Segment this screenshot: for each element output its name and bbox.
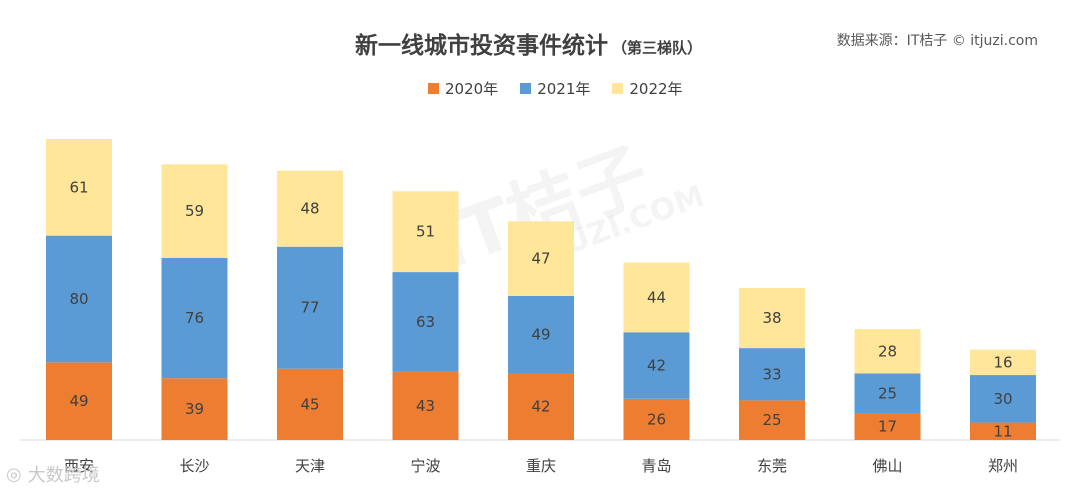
bar-2021年-佛山: [854, 373, 921, 414]
corner-watermark: ◎ 大数跨境: [6, 461, 100, 487]
bar-2020年-青岛: [623, 398, 690, 440]
bar-2020年-宁波: [392, 371, 459, 440]
data-label-2021年-青岛: 42: [647, 357, 666, 375]
data-label-2021年-东莞: 33: [762, 365, 781, 383]
bar-2020年-重庆: [508, 373, 574, 440]
data-label-2021年-西安: 80: [69, 290, 88, 308]
legend-label-2020: 2020年: [445, 80, 499, 98]
x-tick-label-重庆: 重庆: [526, 457, 556, 475]
data-label-2022年-长沙: 59: [185, 202, 204, 220]
data-label-2020年-长沙: 39: [185, 400, 204, 418]
data-label-2022年-重庆: 47: [531, 250, 550, 268]
chart-source: 数据来源：IT桔子 © itjuzi.com: [836, 33, 1038, 49]
data-label-2020年-重庆: 42: [531, 398, 550, 416]
bar-2022年-东莞: [739, 287, 805, 349]
legend-item-2022: 2022年: [612, 78, 683, 99]
bar-2020年-长沙: [161, 378, 228, 440]
bar-2021年-郑州: [970, 375, 1036, 423]
bar-2021年-西安: [46, 235, 112, 363]
legend-swatch-2021: [520, 83, 532, 94]
watermark-logo-icon: ◎: [6, 463, 22, 485]
legend-item-2021: 2021年: [520, 78, 590, 99]
data-label-2020年-东莞: 25: [762, 411, 781, 429]
watermark-text: 大数跨境: [27, 465, 100, 486]
bar-2021年-重庆: [508, 295, 574, 374]
bar-2021年-青岛: [623, 332, 690, 399]
bar-2020年-佛山: [854, 413, 921, 440]
bar-2020年-东莞: [739, 400, 805, 440]
data-label-2022年-青岛: 44: [647, 288, 666, 306]
chart-title-main: 新一线城市投资事件统计: [355, 33, 608, 59]
bar-2022年-青岛: [623, 262, 690, 333]
data-label-2020年-天津: 45: [300, 395, 319, 413]
bar-2022年-郑州: [970, 349, 1036, 376]
bar-2021年-东莞: [739, 348, 805, 401]
legend-label-2022: 2022年: [629, 80, 683, 98]
data-label-2022年-西安: 61: [69, 178, 88, 196]
data-label-2020年-西安: 49: [69, 392, 88, 410]
data-label-2022年-东莞: 38: [762, 309, 781, 327]
x-tick-label-天津: 天津: [295, 457, 325, 475]
bar-2021年-宁波: [392, 272, 459, 372]
data-label-2020年-宁波: 43: [416, 397, 435, 415]
legend-swatch-2020: [428, 83, 439, 94]
x-tick-label-东莞: 东莞: [757, 457, 787, 475]
data-label-2021年-佛山: 25: [878, 384, 897, 402]
chart-subtitle: （第三梯队）: [612, 39, 703, 57]
legend-swatch-2022: [612, 83, 624, 94]
bar-2022年-宁波: [392, 191, 459, 273]
legend-item-2020: 2020年: [428, 78, 498, 99]
bar-2020年-西安: [46, 362, 112, 440]
data-label-2021年-天津: 77: [300, 299, 319, 317]
data-label-2022年-郑州: 16: [993, 353, 1012, 371]
data-label-2021年-重庆: 49: [531, 326, 550, 344]
data-label-2020年-郑州: 11: [993, 422, 1012, 440]
bar-2022年-天津: [277, 170, 343, 247]
bar-2022年-西安: [46, 139, 112, 236]
data-label-2021年-郑州: 30: [993, 390, 1012, 408]
bar-2021年-天津: [277, 246, 343, 369]
bar-2022年-长沙: [161, 164, 228, 258]
x-tick-label-长沙: 长沙: [179, 457, 209, 475]
data-label-2022年-宁波: 51: [416, 223, 435, 241]
data-label-2021年-长沙: 76: [185, 309, 204, 327]
bar-2022年-重庆: [508, 221, 574, 296]
bar-2020年-天津: [277, 368, 343, 440]
data-label-2022年-天津: 48: [300, 200, 319, 218]
data-label-2020年-佛山: 17: [878, 418, 897, 436]
chart-title: 新一线城市投资事件统计 （第三梯队）: [355, 26, 702, 60]
x-tick-label-宁波: 宁波: [410, 457, 440, 475]
x-tick-label-青岛: 青岛: [641, 457, 671, 475]
data-label-2021年-宁波: 63: [416, 313, 435, 331]
data-label-2020年-青岛: 26: [647, 410, 666, 428]
bar-2021年-长沙: [161, 257, 228, 379]
chart-legend: 2020年 2021年 2022年: [428, 78, 683, 99]
bar-2020年-郑州: [970, 422, 1036, 440]
legend-label-2021: 2021年: [537, 80, 591, 98]
x-tick-label-西安: 西安: [64, 457, 94, 475]
data-label-2022年-佛山: 28: [878, 342, 897, 360]
x-tick-label-郑州: 郑州: [988, 457, 1018, 475]
bar-2022年-佛山: [854, 329, 921, 374]
x-tick-label-佛山: 佛山: [872, 457, 902, 475]
